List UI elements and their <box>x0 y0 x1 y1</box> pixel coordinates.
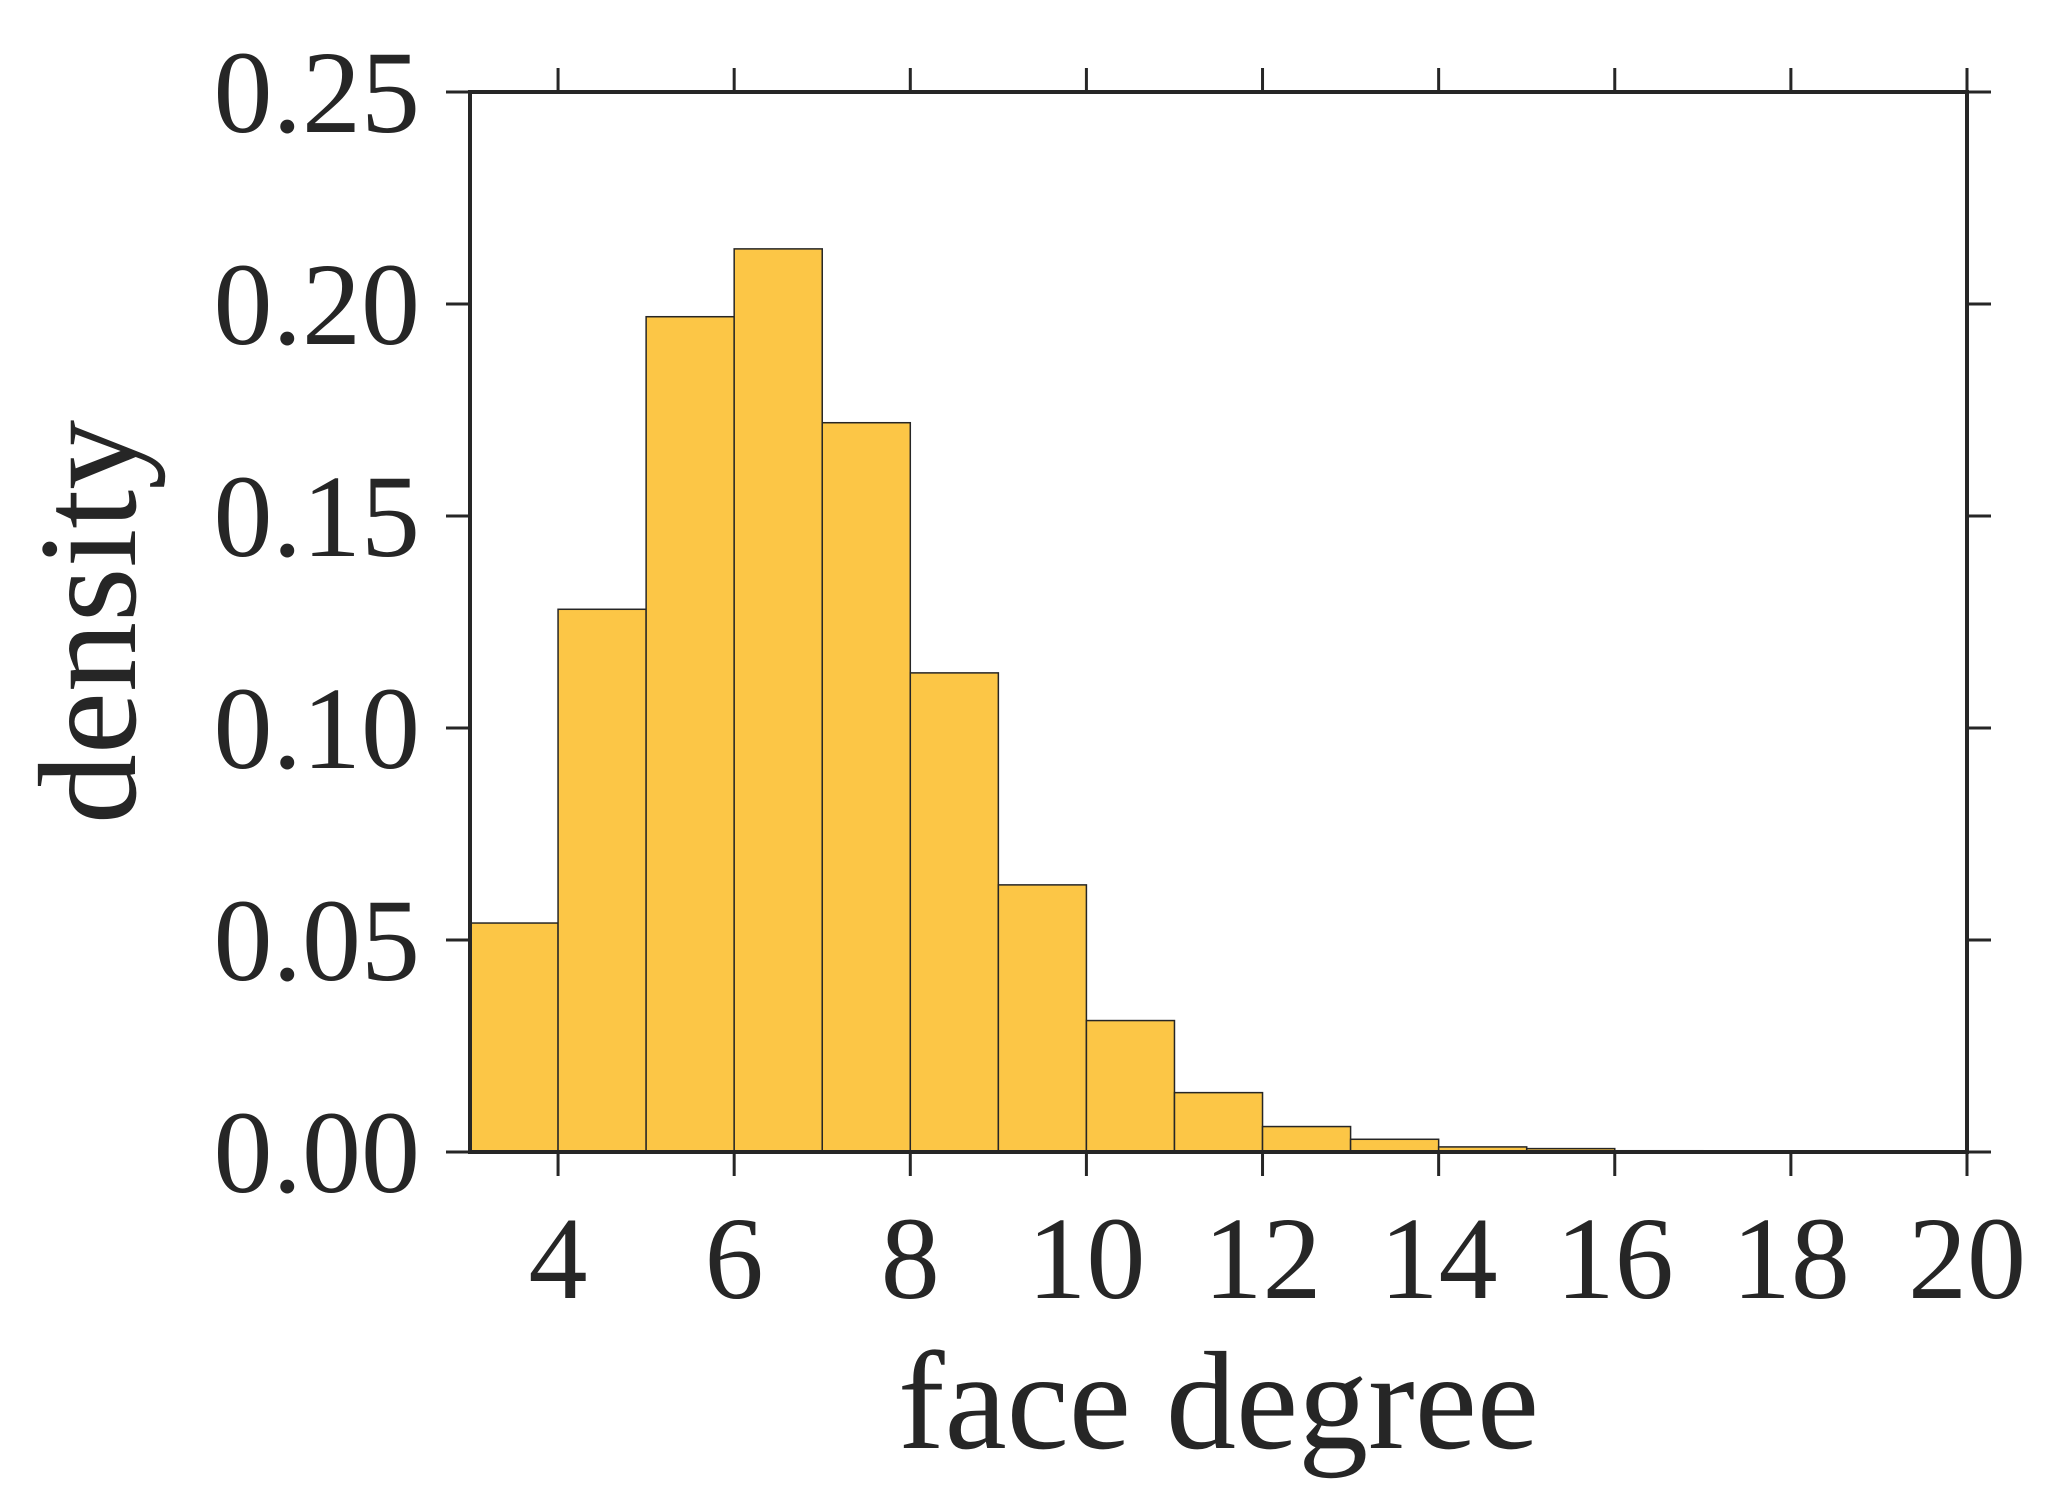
histogram-bar <box>821 421 912 1153</box>
histogram-bar <box>557 608 647 1153</box>
plot-frame <box>468 90 1969 1154</box>
histogram-bar <box>997 884 1088 1153</box>
bars-group <box>469 248 1968 1153</box>
y-tick-label: 0.10 <box>214 663 421 794</box>
x-tick-labels: 4 6 8 10 12 14 16 18 20 <box>529 1193 2026 1324</box>
x-tick-label: 4 <box>529 1193 588 1324</box>
histogram-bar <box>1261 1125 1352 1153</box>
histogram-bar <box>645 315 735 1153</box>
ticks-group <box>446 68 1991 1176</box>
y-tick-label: 0.25 <box>214 27 421 158</box>
histogram-bar <box>733 248 823 1153</box>
histogram-bar <box>469 922 559 1153</box>
histogram-bar <box>1173 1091 1264 1153</box>
x-tick-label: 16 <box>1556 1193 1674 1324</box>
x-tick-label: 14 <box>1380 1193 1498 1324</box>
y-tick-labels: 0.00 0.05 0.10 0.15 0.20 0.25 <box>214 27 421 1218</box>
x-tick-label: 8 <box>881 1193 940 1324</box>
x-tick-label: 10 <box>1027 1193 1145 1324</box>
y-tick-label: 0.15 <box>214 451 421 582</box>
y-tick-label: 0.20 <box>214 239 421 370</box>
x-tick-label: 12 <box>1204 1193 1322 1324</box>
x-tick-label: 18 <box>1732 1193 1850 1324</box>
y-axis-label: density <box>11 420 166 824</box>
y-tick-label: 0.00 <box>214 1087 421 1218</box>
histogram-bar <box>909 672 1000 1153</box>
x-tick-label: 6 <box>705 1193 764 1324</box>
x-axis-label: face degree <box>898 1324 1539 1479</box>
y-tick-label: 0.05 <box>214 875 421 1006</box>
x-tick-label: 20 <box>1908 1193 2026 1324</box>
histogram-bar <box>1085 1019 1176 1153</box>
